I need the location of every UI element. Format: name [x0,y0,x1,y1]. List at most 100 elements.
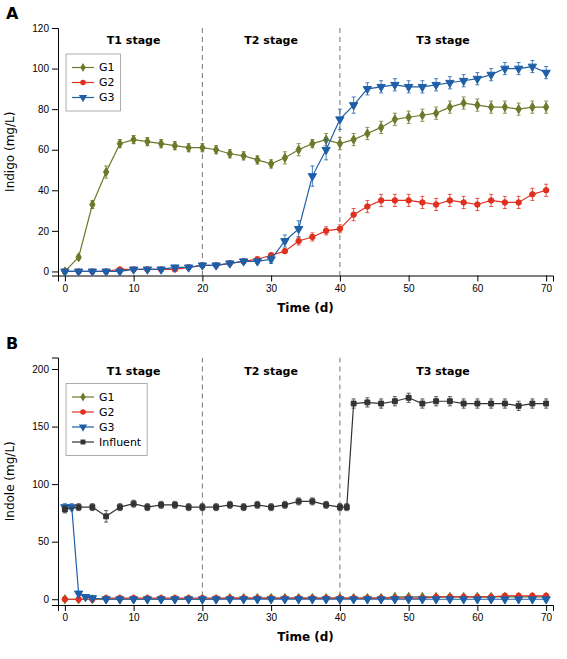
marker [461,99,466,108]
error-bar [159,140,163,148]
marker [145,505,150,510]
marker [241,505,246,510]
stage-label: T2 stage [244,365,298,378]
marker [404,597,412,604]
marker [351,401,356,406]
marker [145,137,150,146]
marker [473,597,481,604]
x-axis: 010203040506070 [59,276,554,294]
error-bar [352,133,356,145]
legend: G1G2G3 [66,54,121,111]
marker [377,84,385,91]
marker [131,135,136,144]
stage-line [202,358,203,606]
series [62,592,549,603]
marker [392,399,397,404]
x-tick: 0 [63,276,69,294]
panel-title: B [6,334,18,353]
marker [447,103,452,112]
error-bar [338,504,342,511]
series-line [65,103,546,271]
error-bar [475,198,479,210]
marker [461,200,467,206]
x-tick-mark [134,605,135,611]
marker [104,514,109,519]
x-tick-mark [340,276,341,282]
error-bar [517,401,521,410]
error-bar [310,498,314,505]
marker [543,103,548,112]
y-tick: 60 [38,144,58,155]
marker [349,103,357,110]
error-bar [77,504,81,511]
y-tick: 0 [43,594,58,605]
legend-item: Influent [72,436,142,449]
marker [542,597,550,604]
error-bar [310,140,314,148]
series [62,184,549,274]
x-tick: 50 [404,605,416,623]
marker [239,259,247,266]
x-axis-title: Time (d) [277,630,334,644]
y-tick-label: 60 [38,144,50,155]
marker [530,192,536,198]
marker [241,151,246,160]
error-bar [448,194,452,206]
series-line [65,507,546,599]
x-tick-label: 30 [266,612,278,623]
legend-item: G3 [72,91,115,104]
error-bar [448,397,452,406]
error-bar [379,194,383,206]
x-tick-mark [409,605,410,611]
legend-marker [80,392,85,401]
y-tick-label: 40 [38,185,50,196]
error-bar [544,184,548,196]
series-line [65,67,546,272]
marker [76,253,81,262]
error-bar [530,101,534,113]
marker [255,155,260,164]
x-tick-mark [271,605,272,611]
marker [391,597,399,604]
y-tick-mark [52,150,58,151]
marker [227,502,232,507]
x-tick-label: 0 [63,283,69,294]
y-tick-label: 50 [38,536,50,547]
marker [337,505,342,510]
marker [461,401,466,406]
marker [88,596,96,603]
marker [344,505,349,510]
error-bar [544,101,548,113]
series [62,97,549,276]
stage-label: T1 stage [107,365,161,378]
marker [281,597,289,604]
marker [213,145,218,154]
marker [62,507,67,512]
x-tick: 30 [266,276,278,294]
error-bar [228,501,232,508]
error-bar [530,188,534,200]
y-tick-label: 100 [32,479,49,490]
y-tick: 150 [32,421,58,432]
error-bar [228,150,232,158]
marker [406,395,411,400]
x-tick: 30 [266,605,278,623]
marker [74,269,82,275]
error-bar [503,399,507,408]
marker [544,401,549,406]
marker [198,263,206,270]
marker [212,597,220,604]
y-tick-label: 0 [43,594,49,605]
marker [336,117,344,124]
marker [198,597,206,604]
marker [296,145,301,154]
marker [324,502,329,507]
stage-label: T3 stage [416,34,470,47]
marker [253,259,261,266]
marker [76,505,81,510]
marker [501,597,509,604]
x-axis-line [59,276,554,282]
error-bar [489,101,493,113]
legend-marker [79,425,87,432]
legend-marker [79,95,87,102]
